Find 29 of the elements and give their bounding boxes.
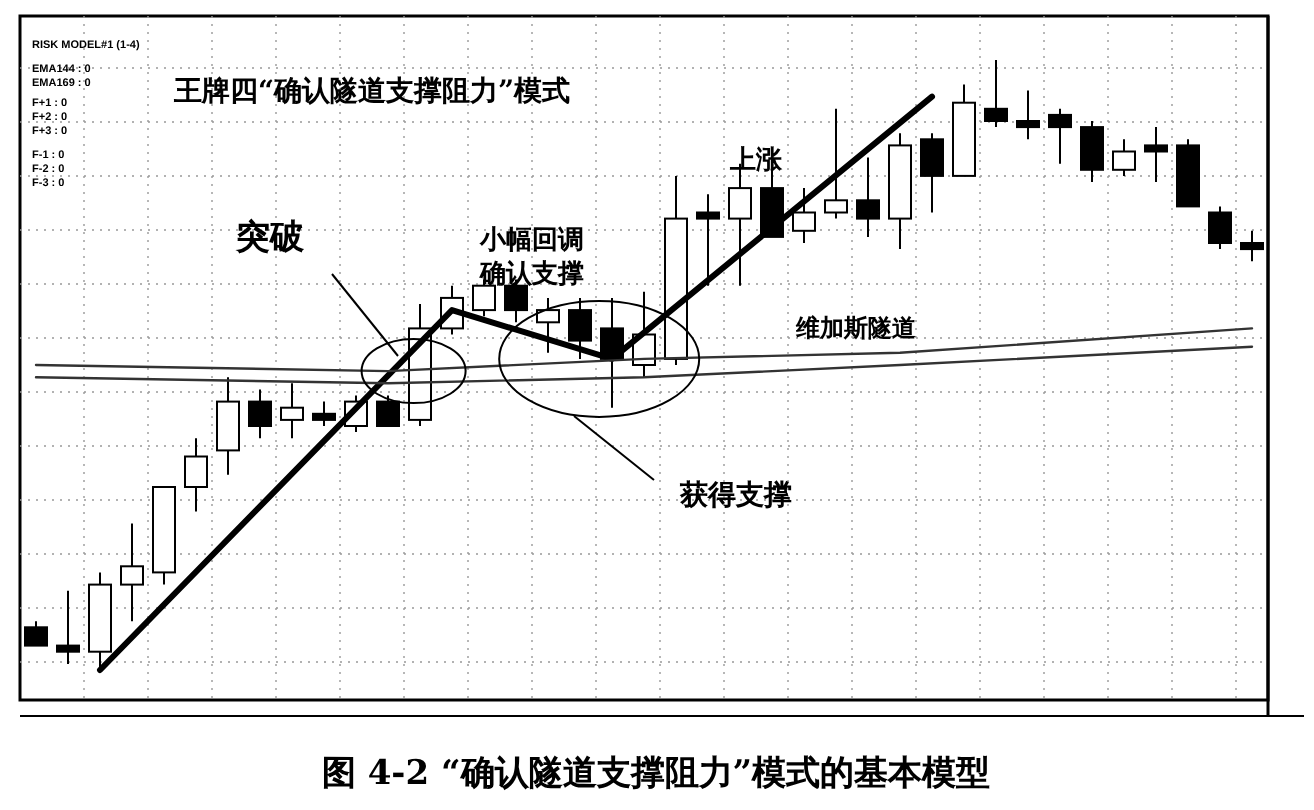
annotation: 上涨 — [728, 146, 784, 176]
candlestick — [1144, 126, 1168, 183]
annotation: 维加斯隧道 — [794, 314, 918, 342]
annotation: 获得支撑 — [678, 480, 792, 512]
annotation: 突破 — [234, 218, 306, 258]
caption: 图 4-2 “确认隧道支撑阻力”模式的基本模型 — [321, 754, 991, 794]
candlestick — [536, 296, 560, 354]
candlestick — [312, 400, 336, 427]
candlestick — [1112, 138, 1136, 177]
candlestick — [824, 107, 848, 220]
text: 王牌四“确认隧道支撑阻力”模式 — [171, 76, 571, 108]
candlestick — [184, 437, 208, 513]
annotation: 小幅回调 — [478, 226, 584, 256]
candlestick — [856, 156, 880, 238]
candlestick — [696, 193, 720, 287]
candlestick — [120, 522, 144, 623]
candlestick — [280, 382, 304, 440]
candlestick — [568, 296, 592, 360]
candlestick — [1016, 89, 1040, 141]
candlestick — [248, 388, 272, 440]
candlestick — [1080, 120, 1104, 183]
candlestick — [920, 132, 944, 214]
candlestick — [56, 589, 80, 665]
candlestick — [792, 187, 816, 244]
candlestick — [1048, 107, 1072, 165]
candlestick — [24, 620, 48, 647]
candlestick — [376, 394, 400, 427]
candlestick — [1208, 205, 1232, 251]
candlestick — [984, 59, 1008, 129]
